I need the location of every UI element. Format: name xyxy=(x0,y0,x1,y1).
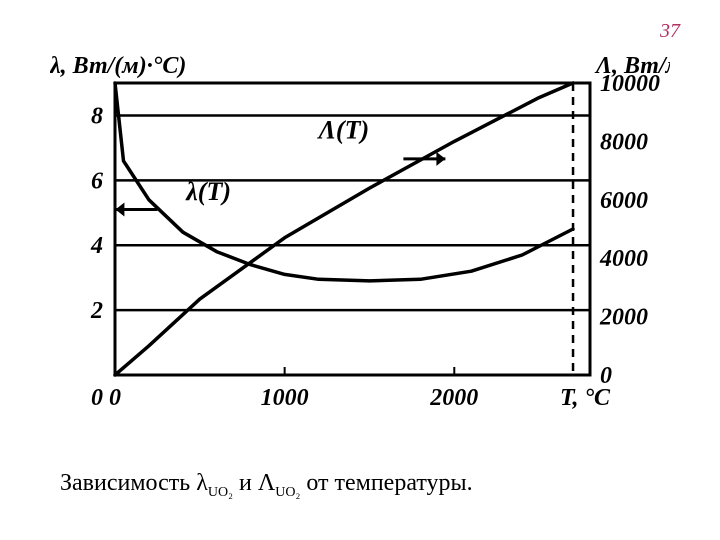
svg-text:4000: 4000 xyxy=(599,246,648,272)
svg-text:λ, Вт/(м)·°C): λ, Вт/(м)·°C) xyxy=(50,55,186,79)
caption-before: Зависимость xyxy=(60,470,190,497)
svg-text:λ(T): λ(T) xyxy=(185,177,231,206)
caption-mid: и xyxy=(239,470,252,497)
svg-text:6000: 6000 xyxy=(600,188,648,214)
svg-text:1000: 1000 xyxy=(261,385,309,411)
svg-text:4: 4 xyxy=(90,233,103,259)
svg-text:0: 0 xyxy=(91,385,103,411)
caption: Зависимость λUO₂ и ΛUO₂ от температуры. xyxy=(60,470,660,501)
svg-text:T, °C: T, °C xyxy=(560,385,611,411)
caption-sym2: ΛUO₂ xyxy=(258,470,301,501)
svg-text:6: 6 xyxy=(91,168,103,194)
svg-text:2000: 2000 xyxy=(429,385,478,411)
svg-text:0: 0 xyxy=(109,385,121,411)
caption-sym1: λUO₂ xyxy=(196,470,233,501)
svg-text:2: 2 xyxy=(90,298,103,324)
svg-text:Λ(T): Λ(T) xyxy=(317,115,370,144)
chart: λ(T)Λ(T)24680200040006000800010000010002… xyxy=(50,55,670,435)
page-number: 37 xyxy=(660,20,680,43)
svg-text:8: 8 xyxy=(91,103,103,129)
svg-text:8000: 8000 xyxy=(600,129,648,155)
caption-after: от температуры. xyxy=(306,470,472,497)
svg-text:Λ, Вт/м: Λ, Вт/м xyxy=(594,55,670,79)
svg-text:2000: 2000 xyxy=(599,305,648,331)
